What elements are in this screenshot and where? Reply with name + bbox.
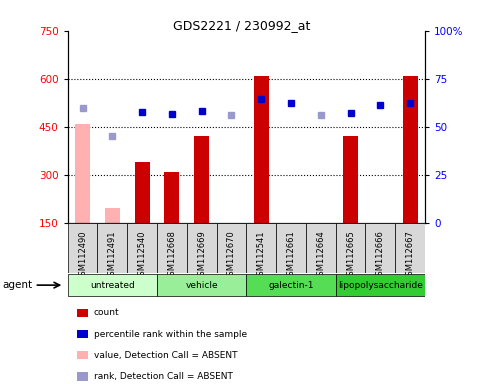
Text: GSM112669: GSM112669 xyxy=(197,230,206,281)
Bar xyxy=(164,172,179,223)
Text: GSM112541: GSM112541 xyxy=(257,230,266,281)
Text: GSM112666: GSM112666 xyxy=(376,230,385,281)
Bar xyxy=(254,76,269,223)
Bar xyxy=(75,124,90,223)
Text: GSM112670: GSM112670 xyxy=(227,230,236,281)
Bar xyxy=(68,274,157,296)
Bar xyxy=(194,136,209,223)
Text: GSM112661: GSM112661 xyxy=(286,230,296,281)
Text: GSM112668: GSM112668 xyxy=(168,230,176,281)
Bar xyxy=(246,274,336,296)
Text: vehicle: vehicle xyxy=(185,281,218,290)
Bar xyxy=(366,223,395,273)
Bar xyxy=(246,223,276,273)
Text: rank, Detection Call = ABSENT: rank, Detection Call = ABSENT xyxy=(94,372,233,381)
Text: untreated: untreated xyxy=(90,281,135,290)
Bar xyxy=(306,223,336,273)
Bar xyxy=(187,223,216,273)
Text: GSM112490: GSM112490 xyxy=(78,230,87,281)
Bar xyxy=(343,136,358,223)
Bar xyxy=(336,274,425,296)
Text: agent: agent xyxy=(2,280,32,290)
Bar xyxy=(98,223,127,273)
Text: GSM112491: GSM112491 xyxy=(108,230,117,281)
Bar xyxy=(105,208,120,223)
Bar xyxy=(276,223,306,273)
Bar xyxy=(68,223,98,273)
Bar xyxy=(135,162,150,223)
Text: percentile rank within the sample: percentile rank within the sample xyxy=(94,329,247,339)
Text: GSM112667: GSM112667 xyxy=(406,230,414,281)
Bar xyxy=(395,223,425,273)
Bar xyxy=(157,223,187,273)
Text: lipopolysaccharide: lipopolysaccharide xyxy=(338,281,423,290)
Text: GSM112664: GSM112664 xyxy=(316,230,325,281)
Text: value, Detection Call = ABSENT: value, Detection Call = ABSENT xyxy=(94,351,237,360)
Text: GSM112665: GSM112665 xyxy=(346,230,355,281)
Text: count: count xyxy=(94,308,119,318)
Bar xyxy=(157,274,246,296)
Bar xyxy=(216,223,246,273)
Bar xyxy=(127,223,157,273)
Bar xyxy=(403,76,418,223)
Bar xyxy=(336,223,366,273)
Text: galectin-1: galectin-1 xyxy=(268,281,314,290)
Text: GDS2221 / 230992_at: GDS2221 / 230992_at xyxy=(173,19,310,32)
Text: GSM112540: GSM112540 xyxy=(138,230,146,281)
